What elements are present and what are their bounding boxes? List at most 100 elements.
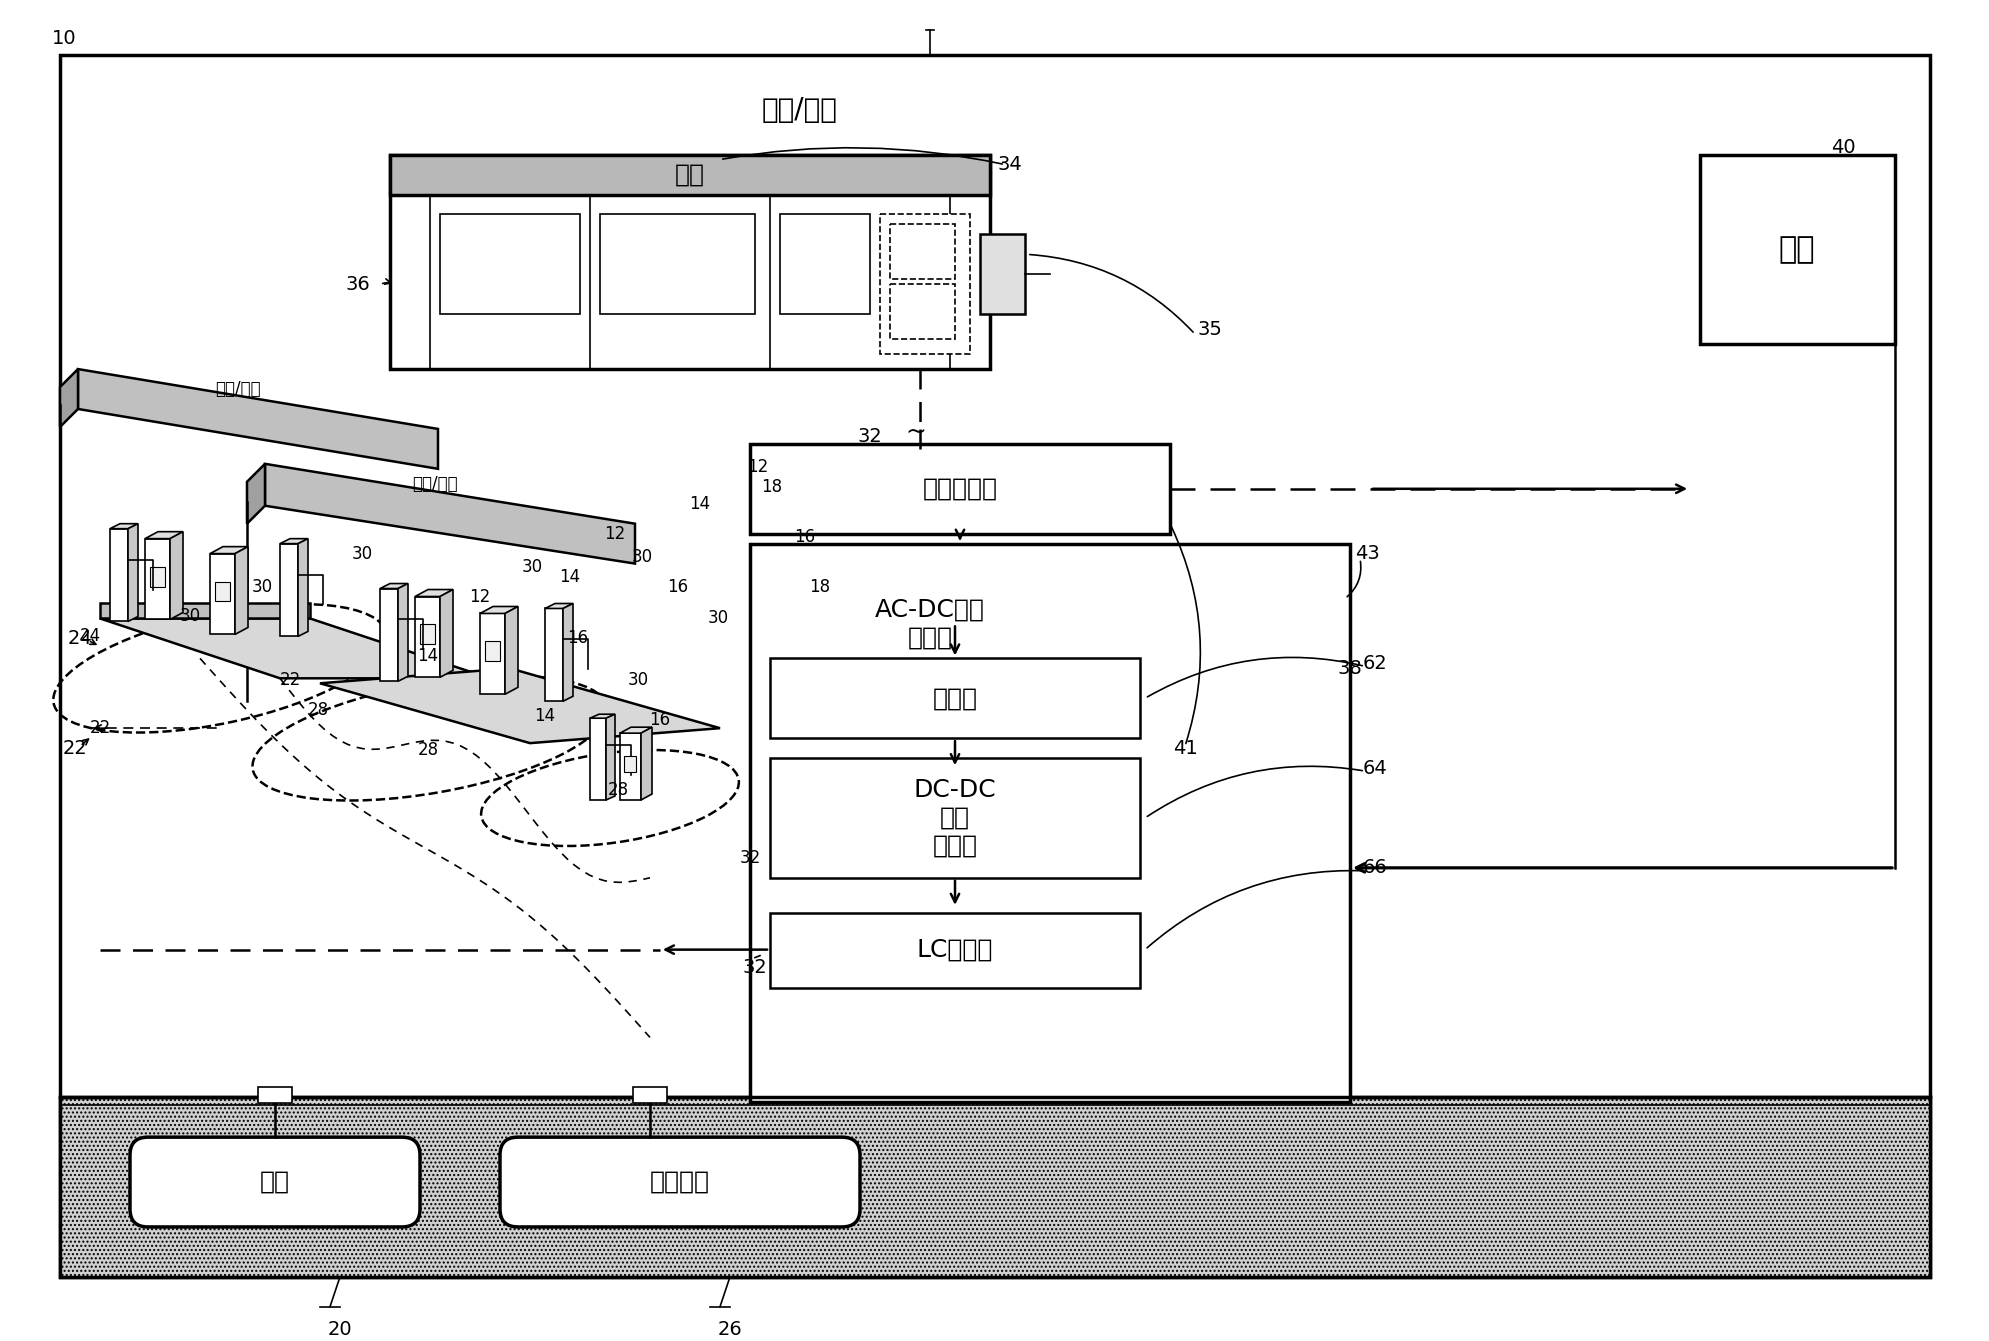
Polygon shape	[416, 590, 453, 597]
Text: 28: 28	[418, 742, 438, 759]
Polygon shape	[380, 583, 408, 589]
Bar	[420, 625, 436, 645]
Text: 12: 12	[605, 524, 625, 543]
Text: 36: 36	[346, 275, 370, 294]
Bar	[259, 1088, 292, 1104]
Text: 34: 34	[996, 156, 1022, 174]
Bar	[1699, 154, 1894, 345]
Text: 16: 16	[794, 527, 815, 546]
Text: 40: 40	[1830, 138, 1854, 157]
Text: 18: 18	[762, 477, 782, 496]
Bar	[215, 582, 231, 602]
Polygon shape	[416, 597, 440, 677]
Text: 30: 30	[521, 558, 543, 575]
Bar	[601, 215, 754, 314]
Text: 28: 28	[607, 780, 629, 799]
Polygon shape	[99, 618, 489, 679]
Polygon shape	[211, 554, 235, 634]
Polygon shape	[589, 715, 615, 719]
Text: 16: 16	[648, 711, 670, 730]
Polygon shape	[280, 539, 308, 543]
Polygon shape	[640, 727, 652, 801]
Text: 14: 14	[418, 648, 438, 665]
Bar	[390, 154, 989, 194]
Bar	[889, 284, 955, 339]
Text: 整流器: 整流器	[933, 687, 977, 711]
Bar	[750, 444, 1170, 534]
Text: 30: 30	[251, 578, 272, 595]
Text: 30: 30	[352, 544, 372, 563]
Polygon shape	[280, 543, 298, 637]
Text: 30: 30	[179, 607, 201, 625]
Text: LC滤波器: LC滤波器	[917, 937, 993, 961]
Polygon shape	[99, 603, 310, 618]
Polygon shape	[545, 609, 563, 701]
Polygon shape	[145, 539, 169, 620]
Text: 10: 10	[52, 30, 78, 48]
Text: 43: 43	[1355, 544, 1378, 563]
Bar	[770, 658, 1140, 738]
Text: 24: 24	[68, 629, 91, 648]
Polygon shape	[109, 528, 127, 621]
Polygon shape	[145, 531, 183, 539]
Text: 30: 30	[627, 672, 648, 689]
Bar	[633, 1088, 666, 1104]
Polygon shape	[78, 369, 438, 469]
Text: 62: 62	[1362, 654, 1386, 673]
Bar	[390, 154, 989, 369]
Polygon shape	[398, 583, 408, 681]
Bar	[979, 235, 1024, 314]
Text: 商店: 商店	[674, 162, 704, 186]
Text: 28: 28	[306, 701, 328, 719]
FancyBboxPatch shape	[499, 1137, 859, 1227]
Bar	[750, 543, 1349, 1102]
Bar	[440, 215, 579, 314]
Text: 14: 14	[559, 567, 581, 586]
Bar	[625, 756, 636, 772]
Polygon shape	[235, 547, 249, 634]
Text: 16: 16	[567, 629, 589, 648]
Text: 32: 32	[742, 957, 768, 978]
Text: 22: 22	[62, 739, 88, 758]
Text: 30: 30	[631, 547, 652, 566]
Polygon shape	[127, 524, 137, 621]
Polygon shape	[109, 524, 137, 528]
Text: 35: 35	[1197, 319, 1221, 339]
Text: 16: 16	[666, 578, 688, 595]
Text: 18: 18	[810, 578, 829, 595]
Polygon shape	[545, 603, 573, 609]
FancyBboxPatch shape	[129, 1137, 420, 1227]
Polygon shape	[621, 727, 652, 734]
Polygon shape	[211, 547, 249, 554]
Text: 41: 41	[1172, 739, 1197, 758]
Text: 12: 12	[469, 587, 491, 606]
Text: 38: 38	[1337, 658, 1362, 677]
Bar	[60, 1097, 1929, 1277]
Text: 64: 64	[1362, 759, 1386, 778]
Text: ~: ~	[905, 420, 925, 444]
Text: 气体/电泵: 气体/电泵	[215, 380, 261, 398]
Text: 燃料: 燃料	[261, 1171, 290, 1193]
Text: 32: 32	[740, 849, 760, 866]
Polygon shape	[479, 613, 505, 695]
Bar	[485, 641, 499, 661]
Text: 电子控制器: 电子控制器	[923, 477, 996, 500]
Polygon shape	[479, 606, 517, 613]
Text: 14: 14	[688, 495, 710, 512]
Text: 66: 66	[1362, 858, 1386, 877]
Polygon shape	[320, 668, 720, 743]
Polygon shape	[589, 719, 607, 801]
Bar	[149, 567, 165, 586]
Text: 32: 32	[857, 428, 881, 447]
Text: AC-DC功率
转换器: AC-DC功率 转换器	[875, 598, 985, 649]
Bar	[879, 215, 969, 354]
Text: 燃料/电站: 燃料/电站	[762, 95, 837, 123]
Polygon shape	[440, 590, 453, 677]
Text: 30: 30	[706, 609, 728, 628]
Polygon shape	[380, 589, 398, 681]
Bar	[780, 215, 869, 314]
Polygon shape	[621, 734, 640, 801]
Text: 电储存器: 电储存器	[650, 1171, 710, 1193]
Bar	[770, 913, 1140, 987]
Text: 12: 12	[748, 457, 768, 476]
